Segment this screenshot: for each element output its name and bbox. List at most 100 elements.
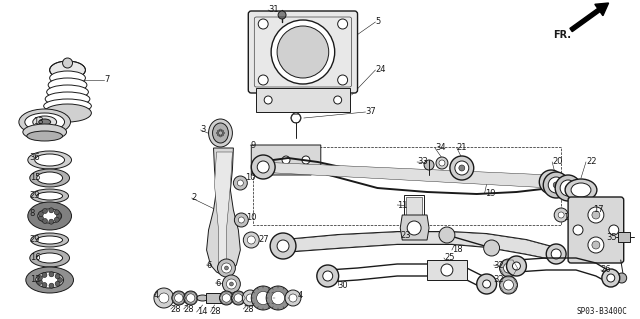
- FancyBboxPatch shape: [256, 88, 349, 112]
- Polygon shape: [400, 215, 429, 240]
- Circle shape: [252, 155, 275, 179]
- FancyArrow shape: [570, 3, 609, 32]
- Circle shape: [216, 132, 218, 134]
- Ellipse shape: [48, 78, 87, 92]
- Ellipse shape: [30, 169, 70, 187]
- Circle shape: [234, 213, 248, 227]
- Circle shape: [338, 19, 348, 29]
- Circle shape: [247, 236, 255, 244]
- Circle shape: [221, 263, 232, 273]
- Circle shape: [54, 210, 60, 215]
- Circle shape: [218, 130, 220, 132]
- Circle shape: [257, 161, 269, 173]
- Circle shape: [555, 175, 581, 201]
- Bar: [618, 232, 630, 242]
- Text: 7: 7: [104, 76, 109, 85]
- Circle shape: [459, 165, 465, 171]
- Circle shape: [56, 213, 61, 219]
- Text: 30: 30: [338, 280, 348, 290]
- Circle shape: [602, 269, 620, 287]
- Text: 8: 8: [30, 210, 35, 219]
- Text: 4: 4: [298, 291, 303, 300]
- Circle shape: [258, 19, 268, 29]
- Circle shape: [553, 182, 559, 188]
- Text: 13: 13: [33, 117, 44, 127]
- Text: 20: 20: [552, 158, 563, 167]
- Circle shape: [484, 240, 500, 256]
- Circle shape: [218, 259, 236, 277]
- Circle shape: [455, 161, 468, 175]
- Circle shape: [588, 237, 604, 253]
- Ellipse shape: [38, 209, 61, 223]
- Text: 32: 32: [493, 276, 504, 285]
- Circle shape: [243, 290, 258, 306]
- Circle shape: [42, 283, 47, 287]
- Ellipse shape: [212, 123, 228, 143]
- Circle shape: [257, 291, 269, 305]
- Ellipse shape: [31, 233, 68, 247]
- Text: 28: 28: [171, 305, 182, 314]
- Circle shape: [278, 11, 286, 19]
- Circle shape: [258, 75, 268, 85]
- FancyBboxPatch shape: [568, 197, 624, 263]
- Circle shape: [548, 177, 564, 193]
- Ellipse shape: [44, 104, 92, 122]
- Circle shape: [282, 156, 290, 164]
- Circle shape: [540, 170, 563, 194]
- Circle shape: [186, 294, 195, 302]
- Circle shape: [232, 291, 245, 305]
- Circle shape: [38, 211, 44, 217]
- Text: 29: 29: [30, 191, 40, 201]
- Circle shape: [323, 271, 333, 281]
- Circle shape: [617, 273, 627, 283]
- Ellipse shape: [26, 267, 74, 293]
- Circle shape: [38, 215, 44, 220]
- Circle shape: [37, 276, 42, 280]
- Ellipse shape: [50, 61, 85, 79]
- Circle shape: [317, 265, 339, 287]
- Ellipse shape: [44, 99, 92, 113]
- Text: 4: 4: [154, 291, 159, 300]
- Circle shape: [266, 286, 290, 310]
- Circle shape: [238, 217, 244, 223]
- Circle shape: [172, 291, 186, 305]
- Circle shape: [220, 129, 221, 131]
- Polygon shape: [214, 152, 232, 270]
- Text: 22: 22: [586, 158, 596, 167]
- Text: 16: 16: [30, 254, 40, 263]
- Circle shape: [565, 185, 571, 191]
- Circle shape: [424, 160, 434, 170]
- Ellipse shape: [33, 116, 56, 128]
- Text: 5: 5: [376, 18, 381, 26]
- Circle shape: [588, 207, 604, 223]
- Ellipse shape: [50, 71, 85, 85]
- Text: 6: 6: [207, 261, 212, 270]
- Circle shape: [439, 227, 455, 243]
- Text: 10: 10: [246, 213, 257, 222]
- Ellipse shape: [39, 119, 51, 125]
- Ellipse shape: [571, 183, 591, 197]
- Polygon shape: [252, 145, 321, 175]
- Circle shape: [504, 263, 513, 273]
- Circle shape: [222, 294, 230, 302]
- Circle shape: [220, 291, 234, 305]
- Circle shape: [220, 135, 221, 137]
- Circle shape: [558, 212, 564, 218]
- Circle shape: [223, 275, 241, 293]
- Text: 29: 29: [30, 235, 40, 244]
- Ellipse shape: [35, 154, 65, 166]
- Circle shape: [500, 259, 517, 277]
- Circle shape: [450, 156, 474, 180]
- Circle shape: [225, 266, 228, 270]
- Circle shape: [184, 291, 198, 305]
- Circle shape: [271, 20, 335, 84]
- Text: 31: 31: [268, 5, 279, 14]
- Bar: [205, 293, 223, 303]
- Text: 15: 15: [30, 173, 40, 182]
- Text: 24: 24: [376, 65, 386, 75]
- Circle shape: [229, 282, 234, 286]
- Circle shape: [333, 96, 342, 104]
- Circle shape: [218, 134, 220, 136]
- Polygon shape: [207, 148, 241, 275]
- Circle shape: [246, 294, 254, 302]
